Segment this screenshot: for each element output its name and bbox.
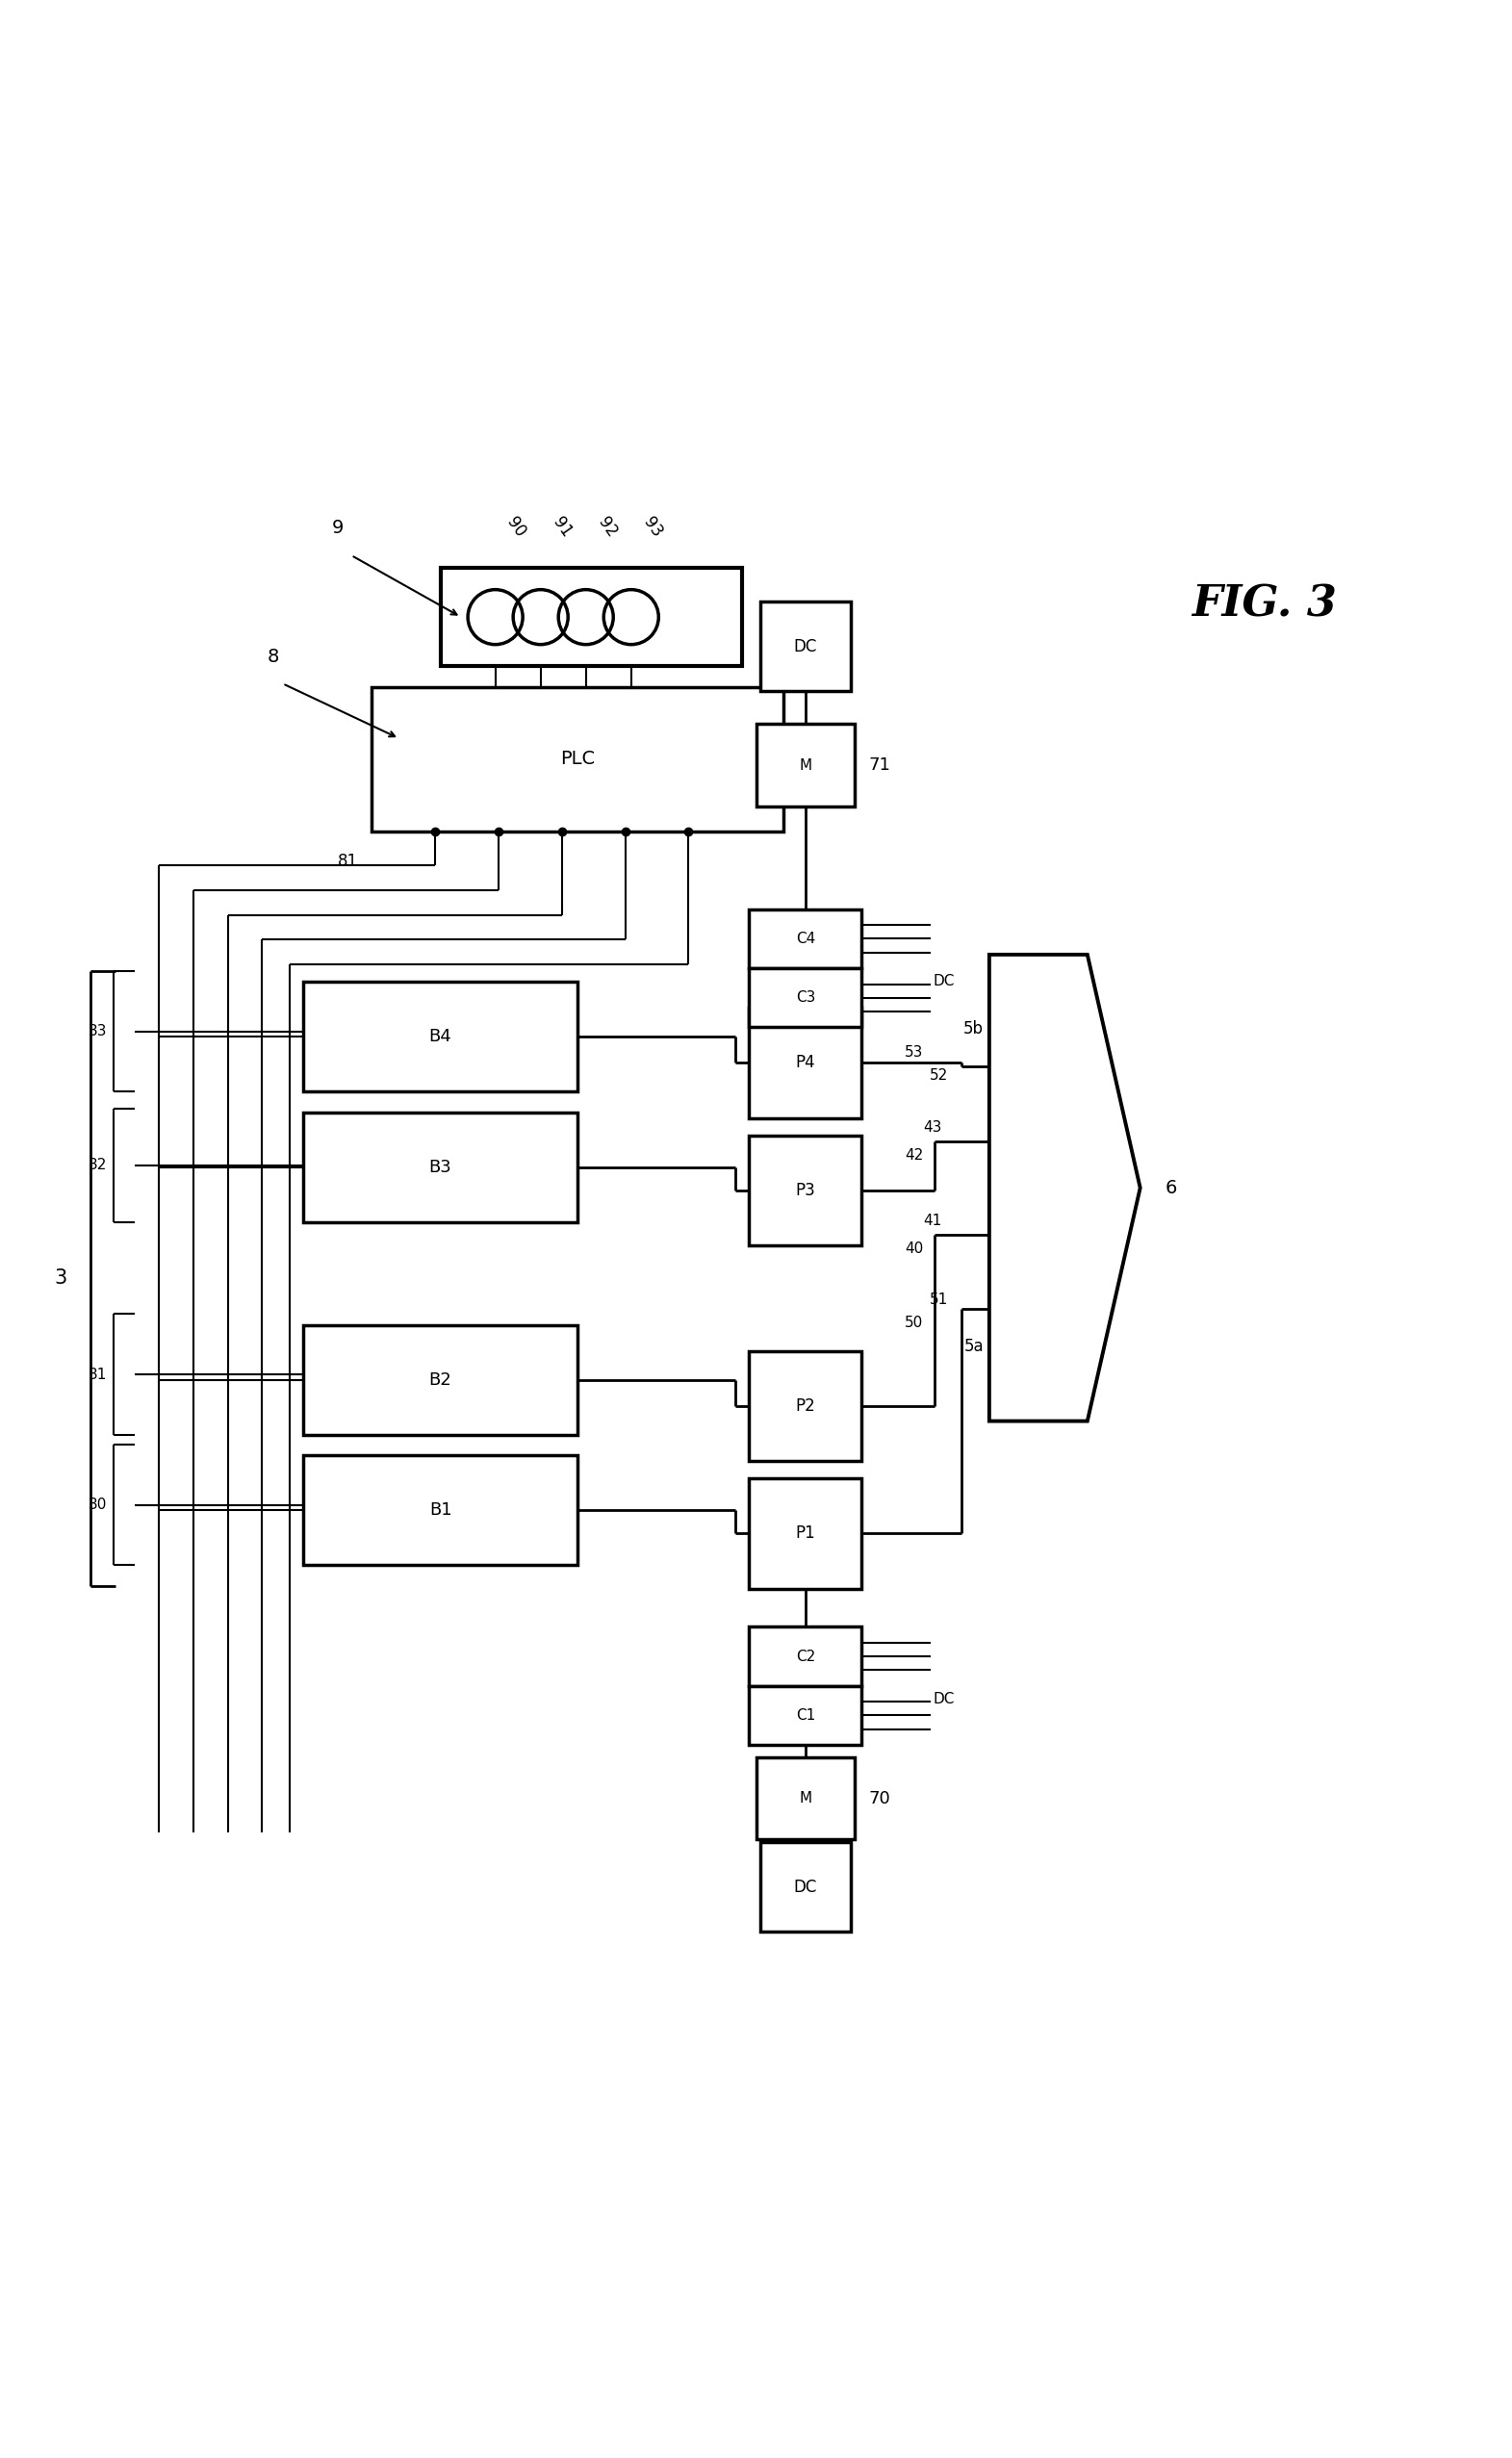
Text: 9: 9 [331, 519, 343, 538]
Bar [756, 725, 854, 806]
Text: 52: 52 [930, 1069, 948, 1084]
Text: 40: 40 [904, 1241, 924, 1256]
Text: P4: P4 [795, 1054, 815, 1072]
Text: 3: 3 [54, 1268, 67, 1288]
Text: 6: 6 [1164, 1180, 1176, 1197]
Text: 33: 33 [88, 1025, 107, 1040]
Text: M: M [798, 1792, 812, 1807]
Text: 51: 51 [930, 1293, 948, 1308]
Text: 31: 31 [88, 1367, 107, 1381]
Bar [748, 1352, 862, 1460]
Text: 70: 70 [868, 1789, 891, 1807]
Text: B3: B3 [429, 1158, 452, 1175]
Text: C2: C2 [795, 1649, 815, 1664]
Text: DC: DC [794, 1878, 816, 1895]
Text: M: M [798, 757, 812, 772]
Bar [748, 1627, 862, 1686]
Text: B4: B4 [429, 1027, 452, 1045]
Text: B1: B1 [429, 1502, 452, 1519]
Bar [304, 1325, 578, 1435]
Text: P1: P1 [795, 1524, 815, 1541]
Text: 50: 50 [904, 1315, 924, 1330]
Text: 92: 92 [594, 514, 620, 541]
Text: 91: 91 [549, 514, 575, 541]
Text: 8: 8 [268, 646, 280, 666]
Text: 32: 32 [88, 1158, 107, 1172]
Bar [748, 1480, 862, 1588]
Text: 5a: 5a [965, 1337, 984, 1354]
Bar [761, 602, 851, 691]
Text: DC: DC [933, 973, 954, 988]
Text: 93: 93 [640, 514, 665, 541]
Text: 42: 42 [904, 1148, 924, 1163]
Text: C1: C1 [795, 1708, 815, 1723]
Text: 5b: 5b [963, 1020, 984, 1037]
Text: P2: P2 [795, 1396, 815, 1416]
Polygon shape [989, 954, 1140, 1421]
Bar [748, 1136, 862, 1246]
Bar [304, 983, 578, 1091]
Text: B2: B2 [429, 1372, 452, 1389]
Bar [748, 968, 862, 1027]
Text: 53: 53 [904, 1045, 924, 1059]
Text: 41: 41 [924, 1214, 942, 1227]
Text: DC: DC [794, 639, 816, 656]
Text: C3: C3 [795, 991, 815, 1005]
Bar [440, 568, 742, 666]
Text: 43: 43 [924, 1121, 942, 1136]
Text: 81: 81 [337, 853, 358, 870]
Bar [372, 688, 783, 831]
Bar [304, 1113, 578, 1222]
Text: 71: 71 [868, 757, 891, 774]
Text: FIG. 3: FIG. 3 [1191, 585, 1337, 624]
Text: DC: DC [933, 1691, 954, 1706]
Text: 30: 30 [88, 1497, 107, 1512]
Bar [748, 1686, 862, 1745]
Text: 90: 90 [503, 514, 529, 541]
Text: PLC: PLC [561, 750, 596, 769]
Text: C4: C4 [795, 932, 815, 946]
Bar [761, 1844, 851, 1932]
Bar [756, 1757, 854, 1839]
Bar [748, 909, 862, 968]
Bar [304, 1455, 578, 1566]
Text: P3: P3 [795, 1182, 815, 1200]
Bar [748, 1008, 862, 1118]
